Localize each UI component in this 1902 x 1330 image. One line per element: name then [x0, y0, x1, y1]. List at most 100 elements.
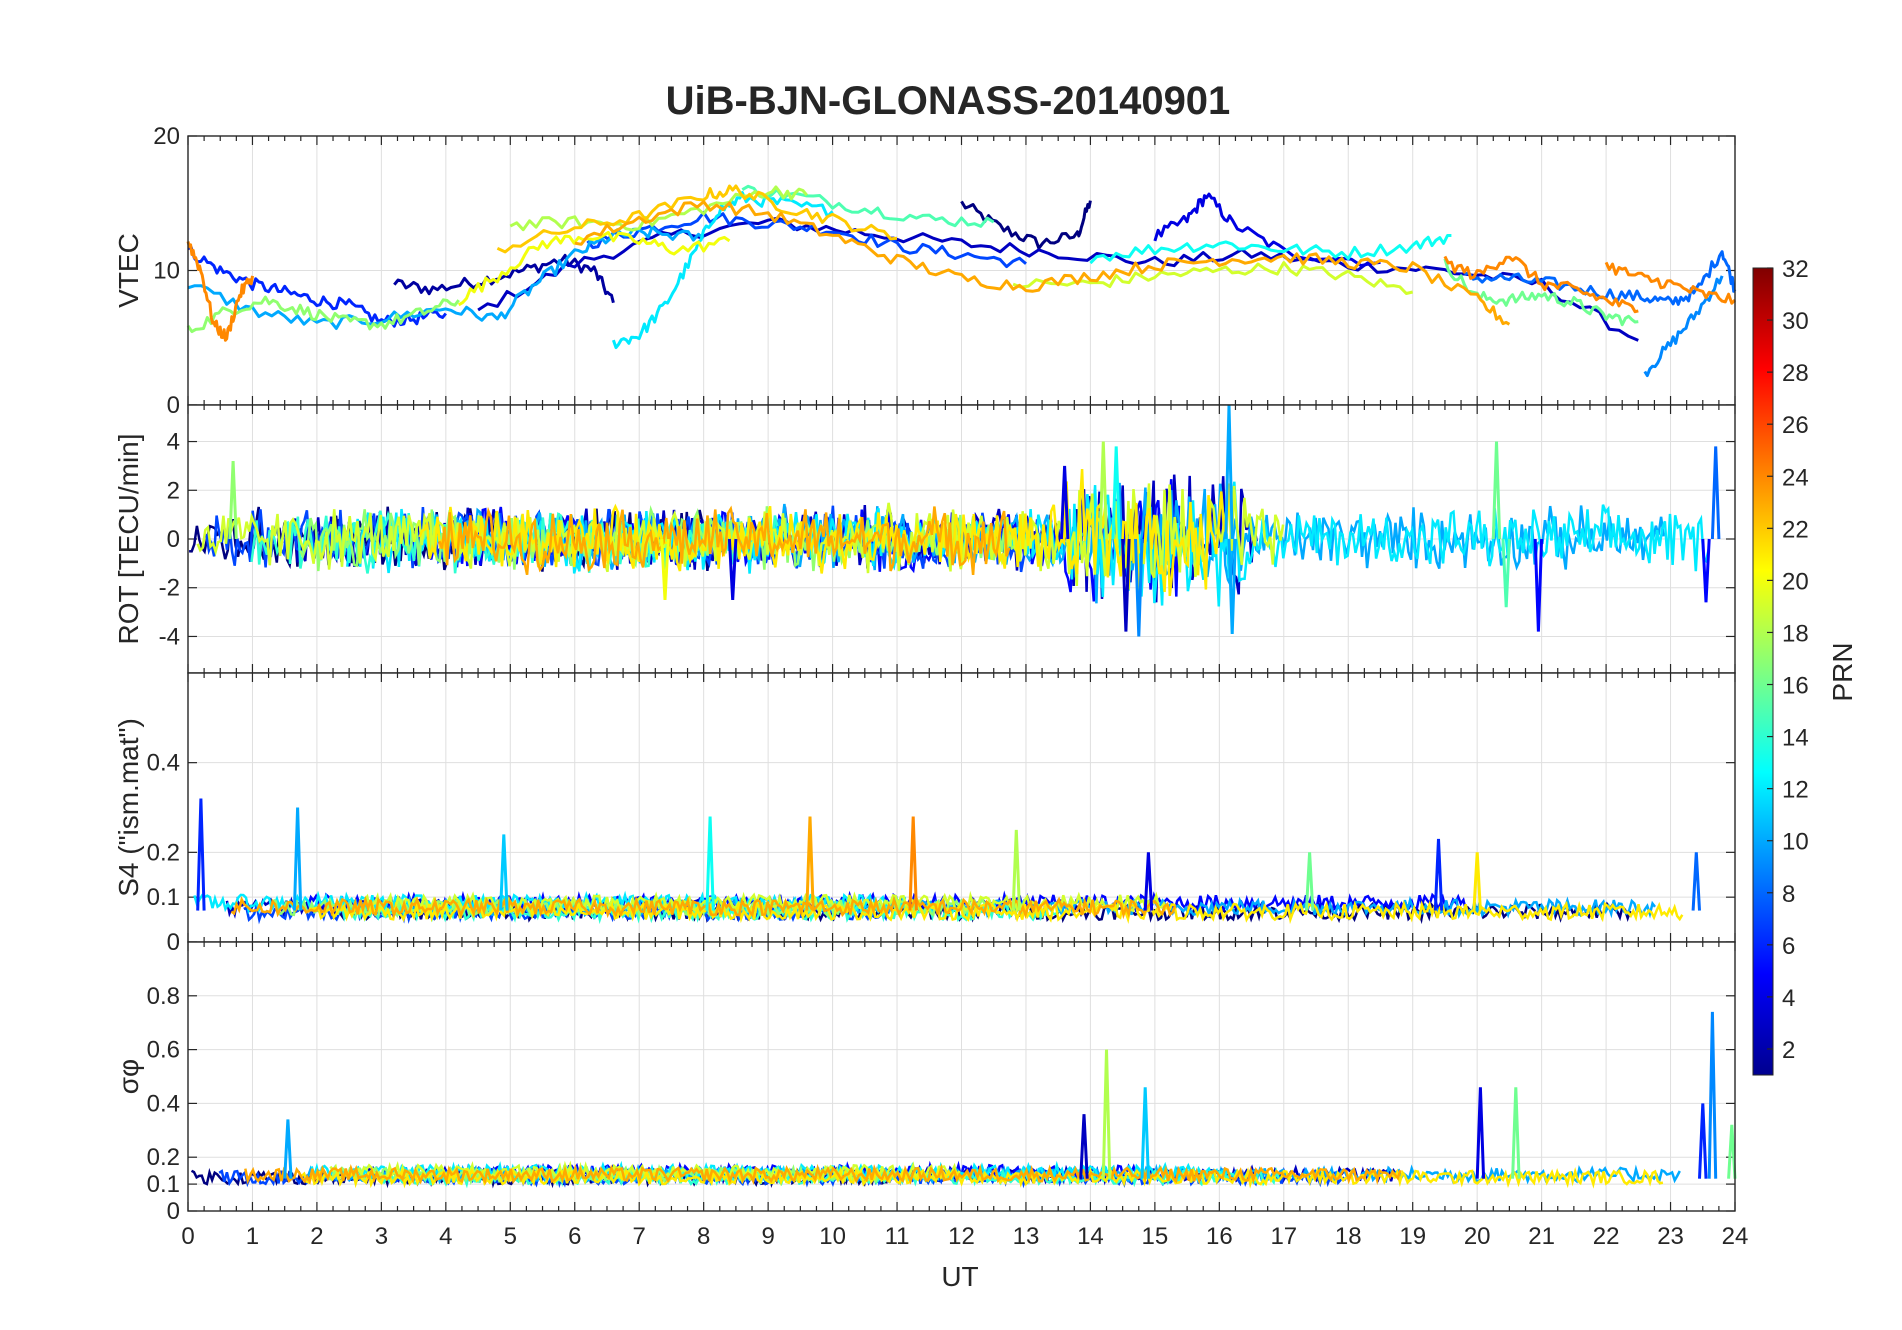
spike-prn-4 — [727, 538, 738, 600]
x-tick-label: 13 — [1013, 1223, 1040, 1250]
spike-prn-15 — [1501, 538, 1511, 608]
spike-prn-9 — [1707, 1011, 1718, 1179]
x-tick-label: 19 — [1399, 1223, 1426, 1250]
y-tick-label: 0 — [167, 1198, 180, 1225]
colorbar-tick-label: 32 — [1782, 256, 1809, 283]
y-tick-label: 0.2 — [147, 839, 180, 866]
colorbar-tick-label: 12 — [1782, 777, 1809, 804]
series-line-prn-7 — [586, 211, 1027, 269]
spike-prn-10 — [1227, 538, 1237, 635]
y-tick-label: -4 — [159, 623, 180, 650]
spike-prn-13 — [705, 816, 715, 911]
spike-prn-11 — [499, 834, 509, 911]
spike-prn-16 — [1727, 1124, 1737, 1179]
panel-vtec: 0 10 20 VTEC — [113, 123, 1737, 419]
x-tick-label: 4 — [439, 1223, 452, 1250]
spike-prn-5 — [1701, 538, 1711, 603]
spike-prn-4 — [1475, 1087, 1486, 1179]
y-tick-label: 0.4 — [147, 750, 180, 777]
x-tick-label: 14 — [1077, 1223, 1104, 1250]
series-line-prn-24 — [1604, 261, 1737, 305]
spike-prn-10 — [283, 1119, 293, 1179]
y-tick-label: 20 — [153, 123, 180, 150]
y-tick-label: 0.4 — [147, 1090, 180, 1117]
y-axis-label-sigma: σφ — [113, 1059, 144, 1094]
y-tick-label: 0.6 — [147, 1037, 180, 1064]
series-line-prn-24 — [1443, 255, 1639, 314]
colorbar-tick-label: 4 — [1782, 985, 1795, 1012]
x-axis-label: UT — [941, 1261, 978, 1292]
y-axis-label-s4: S4 ("ism.mat") — [113, 718, 144, 897]
spike-prn-18 — [1011, 829, 1021, 911]
x-tick-label: 0 — [181, 1223, 194, 1250]
x-tick-label: 5 — [504, 1223, 517, 1250]
spike-prn-3 — [1079, 1114, 1089, 1179]
y-tick-label: 4 — [167, 429, 180, 456]
series-line-prn-9 — [1643, 275, 1724, 378]
spike-prn-4 — [1143, 852, 1154, 911]
series-line-prn-23 — [574, 200, 1511, 326]
series-line-prn-6 — [187, 245, 447, 328]
spike-prn-6 — [1698, 1103, 1708, 1179]
series-line-prn-21 — [418, 469, 1231, 605]
x-tick-label: 15 — [1142, 1223, 1169, 1250]
spike-prn-16 — [1511, 1087, 1521, 1179]
series-line-prn-23 — [244, 1163, 1402, 1186]
y-tick-label: 0 — [167, 392, 180, 419]
y-tick-label: 0.1 — [147, 1171, 180, 1198]
colorbar-tick-label: 6 — [1782, 933, 1795, 960]
spike-prn-18 — [1101, 1049, 1112, 1179]
x-tick-label: 17 — [1270, 1223, 1297, 1250]
series-line-prn-12 — [611, 191, 834, 350]
spike-prn-24 — [908, 816, 918, 911]
x-tick-label: 12 — [948, 1223, 975, 1250]
series-line-prn-13 — [1089, 234, 1452, 265]
series-line-prn-17 — [186, 295, 460, 334]
x-tick-label: 11 — [885, 1223, 910, 1250]
spike-prn-5 — [1533, 538, 1544, 632]
colorbar-tick-label: 14 — [1782, 725, 1809, 752]
x-tick-label: 2 — [310, 1223, 323, 1250]
spike-prn-17 — [228, 460, 238, 540]
colorbar-tick-label: 20 — [1782, 568, 1809, 595]
x-tick-label: 22 — [1593, 1223, 1620, 1250]
x-tick-label: 1 — [246, 1223, 259, 1250]
chart-title: UiB-BJN-GLONASS-20140901 — [666, 79, 1231, 123]
colorbar-tick-label: 28 — [1782, 360, 1809, 387]
series-line-prn-8 — [1463, 250, 1737, 306]
colorbar-label: PRN — [1827, 642, 1858, 701]
spike-prn-16 — [1491, 441, 1502, 540]
colorbar-tick-label: 26 — [1782, 412, 1809, 439]
colorbar-tick-label: 22 — [1782, 516, 1809, 543]
spike-prn-6 — [196, 798, 206, 911]
y-tick-label: 0 — [167, 929, 180, 956]
spike-prn-8 — [1710, 446, 1721, 540]
spike-prn-8 — [1691, 852, 1701, 911]
y-tick-label: 0 — [167, 526, 180, 553]
colorbar-tick-label: 30 — [1782, 308, 1809, 335]
y-tick-label: 10 — [153, 258, 180, 285]
spike-prn-6 — [1433, 838, 1444, 911]
colorbar-tick-label: 16 — [1782, 673, 1809, 700]
spike-prn-23 — [805, 816, 815, 911]
x-tick-label: 10 — [819, 1223, 846, 1250]
spike-prn-20 — [660, 538, 670, 600]
panel-s4: 0 0.1 0.2 0.4S4 ("ism.mat") — [113, 672, 1736, 956]
y-axis-label-vtec: VTEC — [113, 233, 144, 308]
series-group — [189, 404, 1721, 637]
x-tick-label: 8 — [697, 1223, 710, 1250]
spike-prn-21 — [1472, 852, 1482, 911]
series-line-prn-22 — [496, 184, 898, 254]
spike-prn-13 — [1111, 446, 1121, 540]
x-tick-label: 3 — [375, 1223, 388, 1250]
series-line-prn-23 — [438, 505, 1011, 576]
colorbar-tick-label: 8 — [1782, 881, 1795, 908]
series-group — [186, 184, 1737, 378]
spike-prn-9 — [1134, 538, 1144, 637]
y-tick-label: 2 — [167, 477, 180, 504]
x-tick-label: 6 — [568, 1223, 581, 1250]
spike-prn-3 — [1121, 538, 1131, 632]
